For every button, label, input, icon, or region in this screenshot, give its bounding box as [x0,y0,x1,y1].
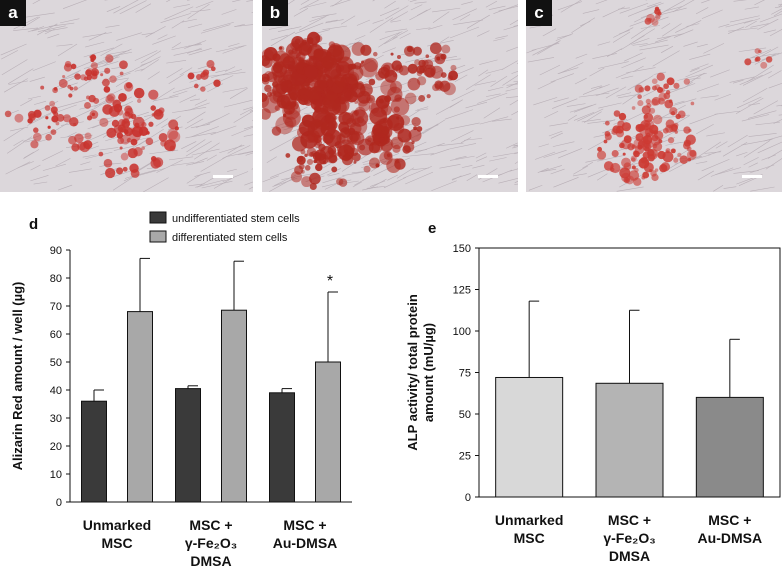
x-tick-label: Unmarked MSC [83,517,151,551]
bar [595,382,664,498]
y-tick-label: 50 [459,409,471,421]
cell-fibers [526,0,782,192]
panel-label-b: b [262,0,288,26]
legend-label: undifferentiated stem cells [172,213,300,225]
y-tick-label: 100 [453,326,471,338]
bar [495,376,564,498]
y-tick-label: 30 [50,413,62,425]
chart-d-alizarin-red: Alizarin Red amount / well (µg) 0 10 20 30 40… [10,211,352,569]
legend-label: differentiated stem cells [172,232,288,244]
panel-label-c: c [526,0,552,26]
panel-label-d: d [29,216,39,233]
y-tick-label: 60 [50,329,62,341]
scale-bar [478,175,498,178]
bar [315,361,341,503]
x-tick-label: Unmarked MSC [495,512,563,546]
bar [175,388,201,503]
photo-panel-c: c [526,0,782,192]
x-tick-label: MSC + Au-DMSA [273,517,338,551]
photo-panel-a: a [0,0,253,192]
scale-bar [742,175,762,178]
x-tick-label: MSC + γ-Fe₂O₃ DMSA [185,517,237,569]
panel-label-a: a [0,0,26,26]
legend-swatch [149,230,167,243]
mineral-deposits [596,6,773,186]
micrograph-c [526,0,782,192]
bar [695,396,764,498]
scale-bar [213,175,233,178]
y-tick-label: 0 [465,492,471,504]
y-tick-label: 20 [50,441,62,453]
y-tick-label: 40 [50,385,62,397]
y-tick-label: 90 [50,245,62,257]
y-tick-label: 75 [459,368,471,380]
micrograph-a [0,0,253,192]
micrograph-b [262,0,518,192]
x-tick-label: MSC + Au-DMSA [698,512,763,546]
legend-swatch [149,211,167,224]
y-tick-label: 25 [459,451,471,463]
y-axis-label: Alizarin Red amount / well (µg) [10,282,25,471]
y-tick-label: 10 [50,469,62,481]
y-tick-label: 80 [50,273,62,285]
bar [81,400,107,503]
mineral-deposits [262,31,459,190]
y-tick-label: 150 [453,243,471,255]
y-axis-label: ALP activity/ total proteinamount (mU/µg… [405,294,436,451]
mineral-deposits [4,54,221,179]
y-tick-label: 70 [50,301,62,313]
x-tick-label: MSC + γ-Fe₂O₃ DMSA [603,512,655,564]
photo-panel-b: b [262,0,518,192]
significance-marker: * [327,273,333,290]
y-tick-label: 125 [453,285,471,297]
bar [269,392,295,503]
y-tick-label: 50 [50,357,62,369]
bar [127,311,153,503]
panel-label-e: e [428,220,437,237]
chart-e-alp-activity: ALP activity/ total proteinamount (mU/µg… [405,243,781,564]
bar [221,309,247,503]
y-tick-label: 0 [56,497,62,509]
